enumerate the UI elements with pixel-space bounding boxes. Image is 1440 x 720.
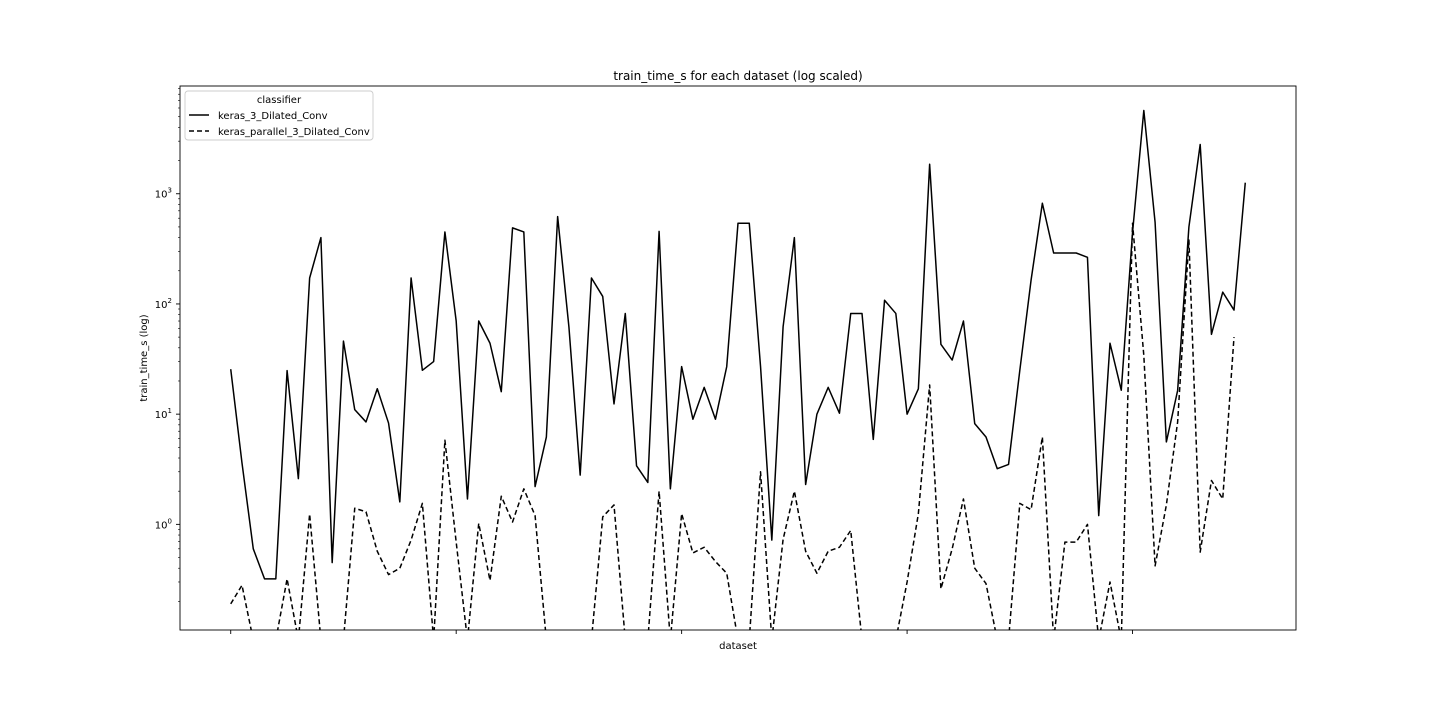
- legend-entry-keras-parallel-3-dilated-conv: keras_parallel_3_Dilated_Conv: [218, 127, 370, 138]
- series-line-keras_parallel_3_Dilated_Conv: [670, 512, 738, 630]
- series-line-keras_parallel_3_Dilated_Conv: [1099, 581, 1121, 630]
- series-line-keras_parallel_3_Dilated_Conv: [749, 471, 772, 630]
- legend-title: classifier: [257, 95, 302, 106]
- y-tick-exponent: 1: [168, 407, 172, 415]
- series-line-keras_parallel_3_Dilated_Conv: [343, 502, 434, 630]
- series-line-keras_parallel_3_Dilated_Conv: [298, 513, 321, 630]
- series-layer: [229, 109, 1247, 630]
- series-line-keras_parallel_3_Dilated_Conv: [276, 578, 298, 630]
- series-line-keras_parallel_3_Dilated_Conv: [647, 490, 671, 630]
- series-keras_3_Dilated_Conv: [229, 109, 1247, 580]
- series-line-keras_parallel_3_Dilated_Conv: [467, 488, 547, 630]
- series-keras_parallel_3_Dilated_Conv: [230, 222, 1235, 630]
- series-line-keras_parallel_3_Dilated_Conv: [1008, 436, 1054, 630]
- series-line-keras_parallel_3_Dilated_Conv: [433, 439, 468, 630]
- series-line-keras_parallel_3_Dilated_Conv: [772, 490, 862, 630]
- series-line-keras_parallel_3_Dilated_Conv: [896, 384, 997, 630]
- y-tick-exponent: 3: [168, 187, 172, 195]
- series-line-keras_parallel_3_Dilated_Conv: [230, 584, 252, 630]
- plot-area: [179, 85, 1297, 631]
- series-line-keras_parallel_3_Dilated_Conv: [1120, 222, 1235, 630]
- x-axis-label: dataset: [719, 641, 757, 652]
- x-axis: [230, 630, 1133, 634]
- axes-frame: [179, 85, 1297, 631]
- legend-entry-keras-3-dilated-conv: keras_3_Dilated_Conv: [218, 111, 328, 122]
- legend-box: [184, 90, 374, 141]
- series-line-keras_parallel_3_Dilated_Conv: [591, 504, 626, 630]
- y-tick-exponent: 2: [168, 297, 172, 305]
- series-line-keras_3_Dilated_Conv: [229, 109, 1247, 580]
- legend: classifier keras_3_Dilated_Conv keras_pa…: [184, 90, 374, 141]
- y-tick-exponent: 0: [168, 517, 172, 525]
- y-axis-label: train_time_s (log): [139, 314, 150, 401]
- chart-title: train_time_s for each dataset (log scale…: [613, 69, 862, 83]
- series-line-keras_parallel_3_Dilated_Conv: [1054, 523, 1099, 630]
